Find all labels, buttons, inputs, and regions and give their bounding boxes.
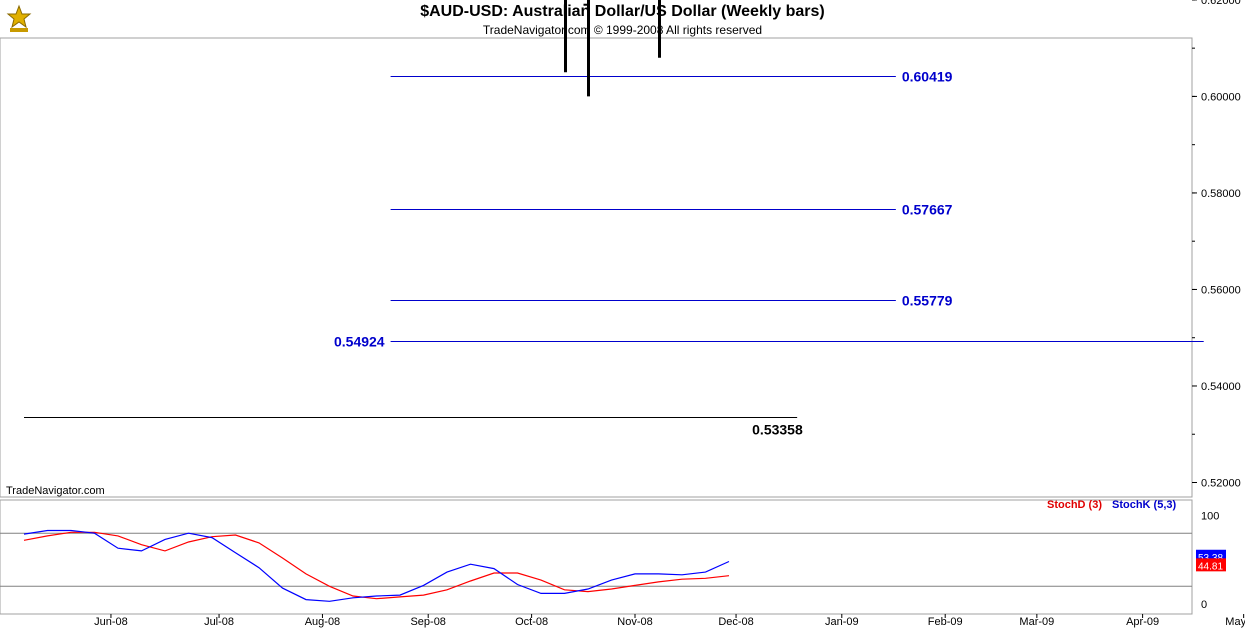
price-panel-frame bbox=[0, 37, 1193, 498]
stochd-value-badge bbox=[1196, 558, 1226, 572]
level-label-0.60419: 0.60419 bbox=[902, 69, 953, 85]
stochd-value-label: 44.81 bbox=[1198, 561, 1223, 572]
x-tick-label: Nov-08 bbox=[617, 616, 652, 628]
chart-title: $AUD-USD: Australian Dollar/US Dollar (W… bbox=[420, 3, 825, 20]
level-label-0.53358: 0.53358 bbox=[752, 422, 803, 438]
x-tick-label: Jul-08 bbox=[204, 616, 234, 628]
tradenavigator-logo-icon bbox=[4, 4, 34, 34]
level-label-0.55779: 0.55779 bbox=[902, 293, 953, 309]
price-tick-label: 0.52000 bbox=[1201, 478, 1241, 490]
price-tick-label: 0.62000 bbox=[1201, 0, 1241, 7]
x-tick-label: Aug-08 bbox=[305, 616, 340, 628]
price-tick-label: 0.60000 bbox=[1201, 91, 1241, 103]
x-tick-label: Mar-09 bbox=[1019, 616, 1054, 628]
brand-label: TradeNavigator.com bbox=[6, 485, 105, 497]
level-label-0.54924: 0.54924 bbox=[334, 334, 385, 350]
x-tick-label: Dec-08 bbox=[718, 616, 753, 628]
x-tick-label: Apr-09 bbox=[1126, 616, 1159, 628]
ohlc-bar bbox=[583, 0, 590, 97]
stochk-value-label: 53.38 bbox=[1198, 553, 1223, 564]
stoch-panel-frame bbox=[0, 499, 1193, 615]
price-tick-label: 0.54000 bbox=[1201, 381, 1241, 393]
legend-stochk: StochK (5,3) bbox=[1112, 499, 1177, 511]
chart-subtitle: TradeNavigator.com © 1999-2008 All right… bbox=[482, 23, 763, 37]
x-tick-label: Feb-09 bbox=[928, 616, 963, 628]
stoch-tick-label: 0 bbox=[1201, 599, 1207, 611]
x-tick-label: Jun-08 bbox=[94, 616, 128, 628]
stoch-line-StochK (5,3) bbox=[23, 529, 730, 602]
x-tick-label: May-09 bbox=[1225, 616, 1245, 628]
x-tick-label: Sep-08 bbox=[410, 616, 445, 628]
price-tick-label: 0.58000 bbox=[1201, 188, 1241, 200]
ohlc-bar bbox=[658, 0, 661, 58]
stoch-line-StochD (3) bbox=[23, 531, 730, 600]
price-tick-label: 0.56000 bbox=[1201, 284, 1241, 296]
stoch-tick-label: 100 bbox=[1201, 511, 1219, 523]
x-tick-label: Oct-08 bbox=[515, 616, 548, 628]
level-label-0.57667: 0.57667 bbox=[902, 202, 953, 218]
x-tick-label: Jan-09 bbox=[825, 616, 859, 628]
legend-stochd: StochD (3) bbox=[1047, 499, 1102, 511]
